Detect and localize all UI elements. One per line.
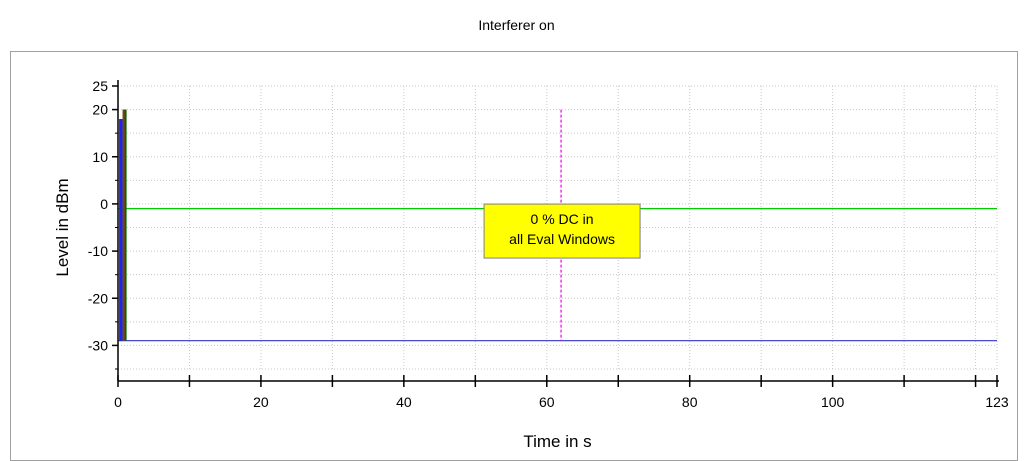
- x-tick-label: 60: [539, 394, 555, 410]
- x-tick-label: 0: [114, 394, 122, 410]
- x-tick-label: 80: [682, 394, 698, 410]
- y-tick-label: -10: [88, 243, 108, 259]
- y-tick-label: 0: [100, 196, 108, 212]
- y-tick-label: 20: [92, 102, 108, 118]
- y-tick-label: -20: [88, 290, 108, 306]
- x-tick-label: 123: [985, 394, 1009, 410]
- burst-bar-0: [119, 119, 123, 341]
- annotation-text-line: 0 % DC in: [531, 211, 594, 227]
- annotation-box: [483, 203, 641, 259]
- x-axis-label: Time in s: [523, 432, 591, 451]
- y-axis-label: Level in dBm: [53, 178, 72, 276]
- x-tick-label: 100: [821, 394, 845, 410]
- burst-bar-2: [122, 109, 125, 341]
- annotation-group: 0 % DC in all Eval Windows: [483, 203, 641, 259]
- y-tick-label: 10: [92, 149, 108, 165]
- x-tick-label: 40: [396, 394, 412, 410]
- y-tick-label: -30: [88, 337, 108, 353]
- annotation-text-line: all Eval Windows: [509, 231, 615, 247]
- chart-title: Interferer on: [478, 17, 555, 33]
- x-tick-label: 20: [253, 394, 269, 410]
- y-tick-label: 25: [92, 78, 108, 94]
